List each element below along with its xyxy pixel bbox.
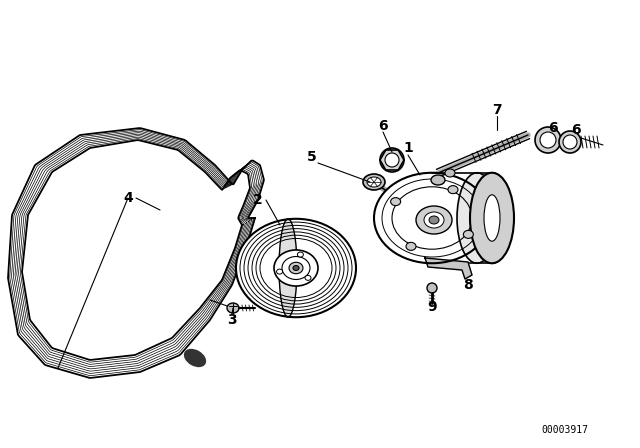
Ellipse shape xyxy=(380,148,404,172)
Ellipse shape xyxy=(276,269,283,274)
Ellipse shape xyxy=(293,266,299,271)
Ellipse shape xyxy=(274,250,318,286)
Ellipse shape xyxy=(448,185,458,194)
Ellipse shape xyxy=(298,252,303,257)
Text: 9: 9 xyxy=(427,300,437,314)
Ellipse shape xyxy=(445,169,455,177)
Ellipse shape xyxy=(559,131,581,153)
Ellipse shape xyxy=(367,177,381,187)
Text: 6: 6 xyxy=(548,121,558,135)
Ellipse shape xyxy=(431,175,445,185)
Ellipse shape xyxy=(563,135,577,149)
Ellipse shape xyxy=(363,174,385,190)
Ellipse shape xyxy=(184,349,206,367)
Text: 8: 8 xyxy=(463,278,473,292)
Ellipse shape xyxy=(279,219,297,317)
Ellipse shape xyxy=(472,173,512,263)
Ellipse shape xyxy=(484,195,500,241)
Ellipse shape xyxy=(305,276,311,280)
Text: 6: 6 xyxy=(571,123,581,137)
Text: 7: 7 xyxy=(492,103,502,117)
Ellipse shape xyxy=(427,283,437,293)
Ellipse shape xyxy=(416,206,452,234)
Ellipse shape xyxy=(374,173,490,263)
Text: 1: 1 xyxy=(403,141,413,155)
Ellipse shape xyxy=(227,303,239,313)
Ellipse shape xyxy=(289,262,303,274)
Polygon shape xyxy=(425,258,472,279)
Ellipse shape xyxy=(429,216,439,224)
Text: 5: 5 xyxy=(307,150,317,164)
Ellipse shape xyxy=(406,242,416,250)
Text: 2: 2 xyxy=(253,193,263,207)
Ellipse shape xyxy=(385,153,399,167)
Ellipse shape xyxy=(463,230,474,238)
Text: 00003917: 00003917 xyxy=(541,425,589,435)
Text: 3: 3 xyxy=(227,313,237,327)
Ellipse shape xyxy=(457,173,497,263)
Text: 4: 4 xyxy=(123,191,133,205)
Ellipse shape xyxy=(390,198,401,206)
Ellipse shape xyxy=(470,173,514,263)
Ellipse shape xyxy=(424,212,444,228)
Text: 6: 6 xyxy=(378,119,388,133)
Ellipse shape xyxy=(540,132,556,148)
Ellipse shape xyxy=(535,127,561,153)
Ellipse shape xyxy=(236,219,356,317)
